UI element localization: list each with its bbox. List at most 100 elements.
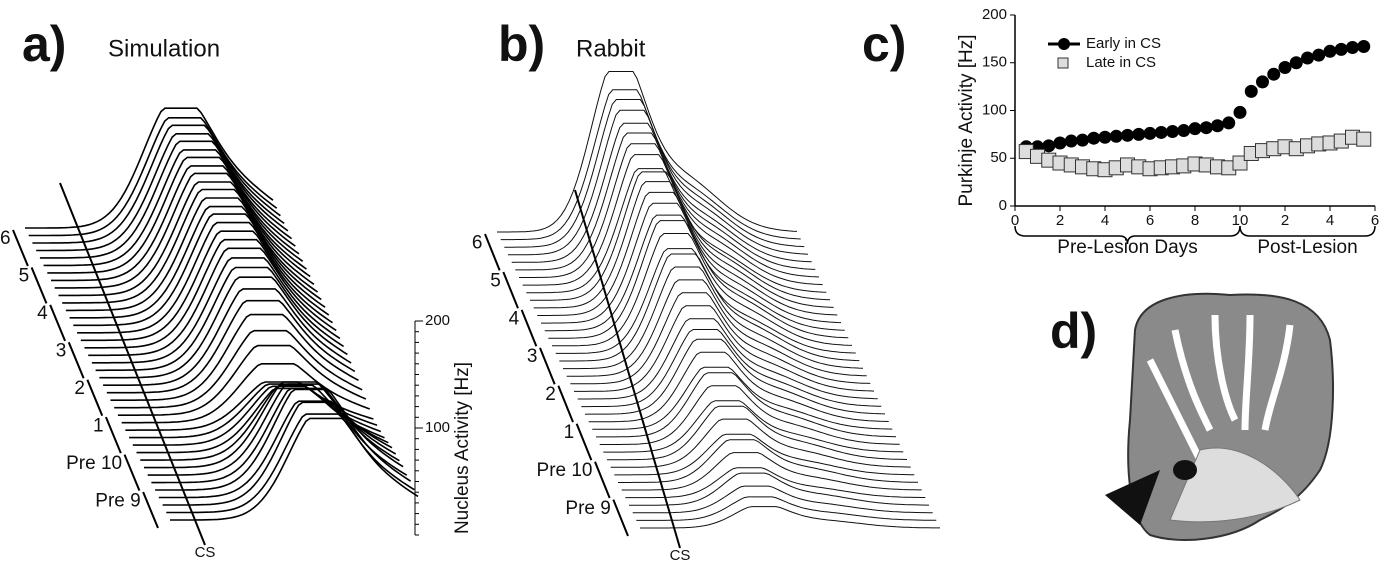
- trace: [162, 401, 412, 506]
- point: [1042, 139, 1056, 153]
- trace: [566, 279, 867, 377]
- bracket: [1239, 225, 1376, 237]
- trace: [533, 181, 834, 309]
- session-bracket: [557, 385, 574, 423]
- trace: [636, 496, 937, 521]
- session-label: Pre 10: [66, 453, 122, 474]
- trace: [106, 299, 356, 394]
- session-bracket: [520, 309, 538, 347]
- trace: [114, 329, 363, 409]
- session-label: Pre 10: [537, 460, 593, 481]
- trace: [54, 172, 304, 289]
- session-label: 1: [93, 415, 104, 436]
- trace: [32, 124, 281, 244]
- y-tick-label: 100: [982, 101, 1007, 118]
- point: [1132, 127, 1146, 141]
- trace: [65, 197, 315, 312]
- point: [1323, 44, 1337, 58]
- trace: [73, 213, 322, 327]
- x-tick-label: 6: [1371, 212, 1379, 229]
- point: [1267, 67, 1281, 81]
- point: [1232, 155, 1248, 171]
- trace: [544, 214, 845, 332]
- trace: [43, 149, 293, 267]
- panel-label: d): [1050, 303, 1097, 359]
- trace: [519, 143, 820, 278]
- point: [1199, 121, 1213, 135]
- session-bracket: [142, 491, 159, 529]
- point: [1076, 133, 1089, 147]
- trace: [625, 467, 926, 499]
- session-bracket: [484, 233, 501, 271]
- panel-label: a): [22, 16, 66, 72]
- session-label: 2: [545, 384, 556, 405]
- trace: [497, 71, 798, 233]
- y-tick-label: 100: [425, 419, 450, 436]
- trace: [508, 109, 809, 256]
- trace: [51, 165, 300, 282]
- y-tick-label: 150: [982, 54, 1007, 71]
- trace: [570, 292, 871, 385]
- legend-marker: [1058, 38, 1070, 50]
- point: [1357, 40, 1371, 54]
- y-tick-label: 200: [982, 6, 1007, 23]
- session-label: 4: [37, 303, 48, 324]
- legend-label: Early in CS: [1086, 35, 1161, 52]
- session-bracket: [49, 304, 66, 342]
- session-bracket: [502, 271, 519, 309]
- trace: [607, 405, 908, 461]
- session-bracket: [30, 267, 48, 304]
- session-bracket: [105, 416, 122, 454]
- x-tick-label: 2: [1281, 212, 1289, 229]
- trace: [588, 351, 889, 423]
- trace: [621, 452, 922, 491]
- panel-title: Rabbit: [576, 35, 646, 62]
- point: [1064, 134, 1078, 148]
- point: [1154, 125, 1168, 139]
- x-group-label: Post-Lesion: [1257, 237, 1357, 258]
- trace: [548, 220, 849, 339]
- legend-label: Late in CS: [1086, 54, 1156, 71]
- trace: [629, 472, 929, 506]
- point: [1143, 126, 1157, 140]
- session-label: 3: [56, 341, 67, 362]
- y-tick-label: 200: [425, 312, 450, 329]
- session-bracket: [575, 423, 593, 461]
- point: [1188, 122, 1202, 136]
- trace: [95, 266, 345, 372]
- trace: [170, 417, 419, 521]
- trace: [537, 191, 838, 316]
- trace: [28, 117, 278, 237]
- point: [1087, 131, 1101, 145]
- trace: [610, 418, 911, 468]
- point: [1334, 42, 1348, 56]
- legend-marker: [1057, 57, 1069, 69]
- panel-title: Simulation: [108, 35, 220, 62]
- session-label: 1: [564, 422, 575, 443]
- point: [1211, 119, 1224, 133]
- session-bracket: [12, 229, 29, 267]
- point: [1312, 48, 1326, 62]
- point: [1109, 129, 1123, 143]
- cs-label: CS: [195, 544, 216, 561]
- trace: [36, 133, 285, 252]
- session-bracket: [612, 499, 629, 537]
- cs-line: [574, 189, 681, 549]
- x-tick-label: 2: [1056, 212, 1064, 229]
- point: [1098, 130, 1112, 144]
- session-label: Pre 9: [95, 490, 140, 511]
- y-tick-label: 50: [990, 149, 1007, 166]
- trace: [166, 413, 415, 514]
- trace: [69, 205, 319, 319]
- trace: [62, 188, 311, 304]
- trace: [603, 400, 904, 453]
- x-tick-label: 4: [1101, 212, 1109, 229]
- x-group-label: Pre-Lesion Days: [1057, 237, 1197, 258]
- cs-label: CS: [670, 547, 691, 564]
- session-label: 2: [74, 378, 85, 399]
- session-label: 4: [509, 308, 520, 329]
- bracket: [1014, 225, 1241, 245]
- point: [1053, 136, 1067, 150]
- point: [1177, 124, 1191, 138]
- point: [1121, 128, 1134, 142]
